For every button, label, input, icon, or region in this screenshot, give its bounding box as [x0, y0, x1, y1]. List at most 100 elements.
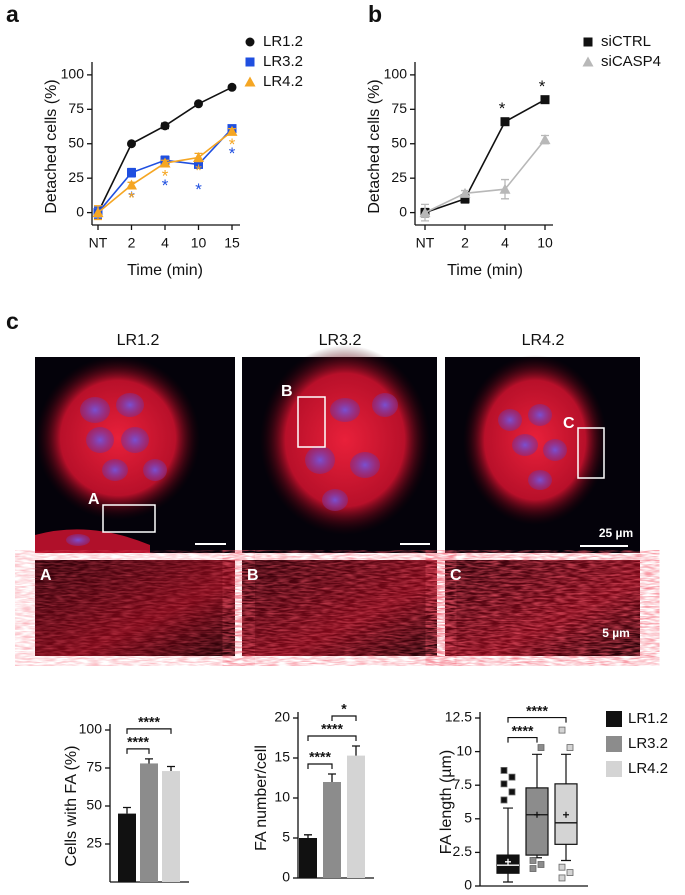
y-tick-label: 0 — [282, 869, 290, 885]
region-label: A — [40, 567, 52, 584]
x-axis-label: Time (min) — [447, 262, 523, 279]
x-tick-label: 2 — [461, 235, 469, 251]
y-tick-label: 25 — [86, 835, 102, 851]
micrographs: LR1.2 LR3.2 LR4.2 A B C 25 µ — [35, 332, 640, 656]
significance: * — [539, 77, 546, 96]
error-bar — [352, 745, 360, 756]
significance: **** — [321, 721, 343, 737]
y-axis-label: FA length (µm) — [438, 750, 455, 854]
significance: **** — [309, 749, 331, 765]
nuclei — [498, 404, 567, 490]
error-bar — [123, 806, 131, 814]
y-tick-label: 10 — [456, 742, 472, 758]
bar — [347, 755, 365, 878]
significance: * — [195, 161, 202, 180]
outlier — [529, 865, 537, 872]
image-title: LR3.2 — [319, 332, 362, 349]
marker — [245, 57, 255, 67]
y-tick-label: 75 — [68, 100, 84, 116]
legend-label: LR3.2 — [263, 53, 303, 70]
box — [525, 787, 549, 856]
image-title: LR4.2 — [522, 332, 565, 349]
significance: * — [162, 176, 169, 195]
outlier — [558, 863, 566, 871]
error-bar — [328, 773, 336, 782]
line — [424, 139, 546, 214]
line — [424, 98, 546, 214]
scale-label: 25 µm — [599, 526, 633, 540]
marker — [193, 152, 204, 163]
bracket — [507, 736, 538, 743]
y-tick-label: 2.5 — [453, 843, 473, 859]
marker — [539, 134, 551, 145]
outlier — [508, 773, 516, 781]
x-axis-label: Time (min) — [127, 262, 203, 279]
outlier — [558, 726, 566, 734]
y-tick-label: 10 — [274, 789, 290, 805]
region-label: C — [563, 415, 575, 432]
y-tick-label: 100 — [384, 66, 408, 82]
y-tick-label: 5 — [464, 810, 472, 826]
marker — [226, 125, 238, 136]
legend-label: LR1.2 — [628, 710, 668, 727]
y-tick-label: 20 — [274, 709, 290, 725]
nuclei — [305, 393, 398, 511]
bracket — [126, 728, 172, 734]
significance: **** — [127, 734, 149, 750]
significance: * — [499, 99, 506, 118]
marker — [92, 207, 104, 218]
bar — [140, 763, 158, 882]
marker — [459, 187, 471, 198]
x-tick-label: NT — [89, 235, 108, 251]
significance: * — [128, 188, 135, 207]
mean — [563, 811, 569, 818]
significance: **** — [526, 702, 548, 718]
bar — [162, 771, 180, 882]
cell — [35, 529, 150, 553]
cell-cluster — [260, 345, 430, 535]
marker — [227, 82, 237, 92]
y-tick-label: 0 — [76, 203, 84, 219]
marker — [159, 157, 171, 168]
mean — [505, 858, 511, 865]
inset-box — [102, 396, 605, 533]
y-axis-label: Detached cells (%) — [366, 79, 383, 213]
y-tick-label: 50 — [391, 134, 407, 150]
y-axis-label: Cells with FA (%) — [63, 746, 80, 867]
y-tick-label: 50 — [68, 134, 84, 150]
marker — [460, 194, 470, 204]
x-tick-label: 4 — [161, 235, 169, 251]
outlier — [537, 744, 545, 751]
marker — [499, 183, 511, 194]
x-tick-label: NT — [416, 235, 435, 251]
nuclei — [66, 393, 167, 546]
outlier — [566, 744, 574, 751]
y-tick-label: 100 — [79, 721, 103, 737]
panel-label: a — [6, 1, 19, 27]
y-axis-label: Detached cells (%) — [43, 79, 60, 213]
y-tick-label: 25 — [68, 169, 84, 185]
significance: **** — [512, 722, 534, 738]
legend-swatch — [606, 711, 622, 727]
inset-texture — [242, 560, 437, 656]
bar — [323, 782, 341, 878]
inset-texture — [445, 560, 640, 656]
bracket — [507, 716, 567, 723]
panel-label: b — [368, 1, 382, 27]
marker — [244, 76, 256, 87]
legend-label: siCTRL — [601, 33, 651, 50]
y-tick-label: 0 — [464, 877, 472, 893]
x-tick-label: 10 — [191, 235, 207, 251]
significance: * — [162, 167, 169, 186]
outlier — [500, 780, 508, 788]
marker — [540, 95, 550, 105]
x-tick-label: 10 — [537, 235, 553, 251]
y-tick-label: 75 — [391, 100, 407, 116]
bar — [118, 813, 136, 882]
region-label: B — [281, 383, 293, 400]
legend-label: siCASP4 — [601, 53, 661, 70]
outlier — [566, 869, 574, 876]
legend-label: LR4.2 — [628, 760, 668, 777]
scale-label: 5 µm — [602, 626, 630, 640]
